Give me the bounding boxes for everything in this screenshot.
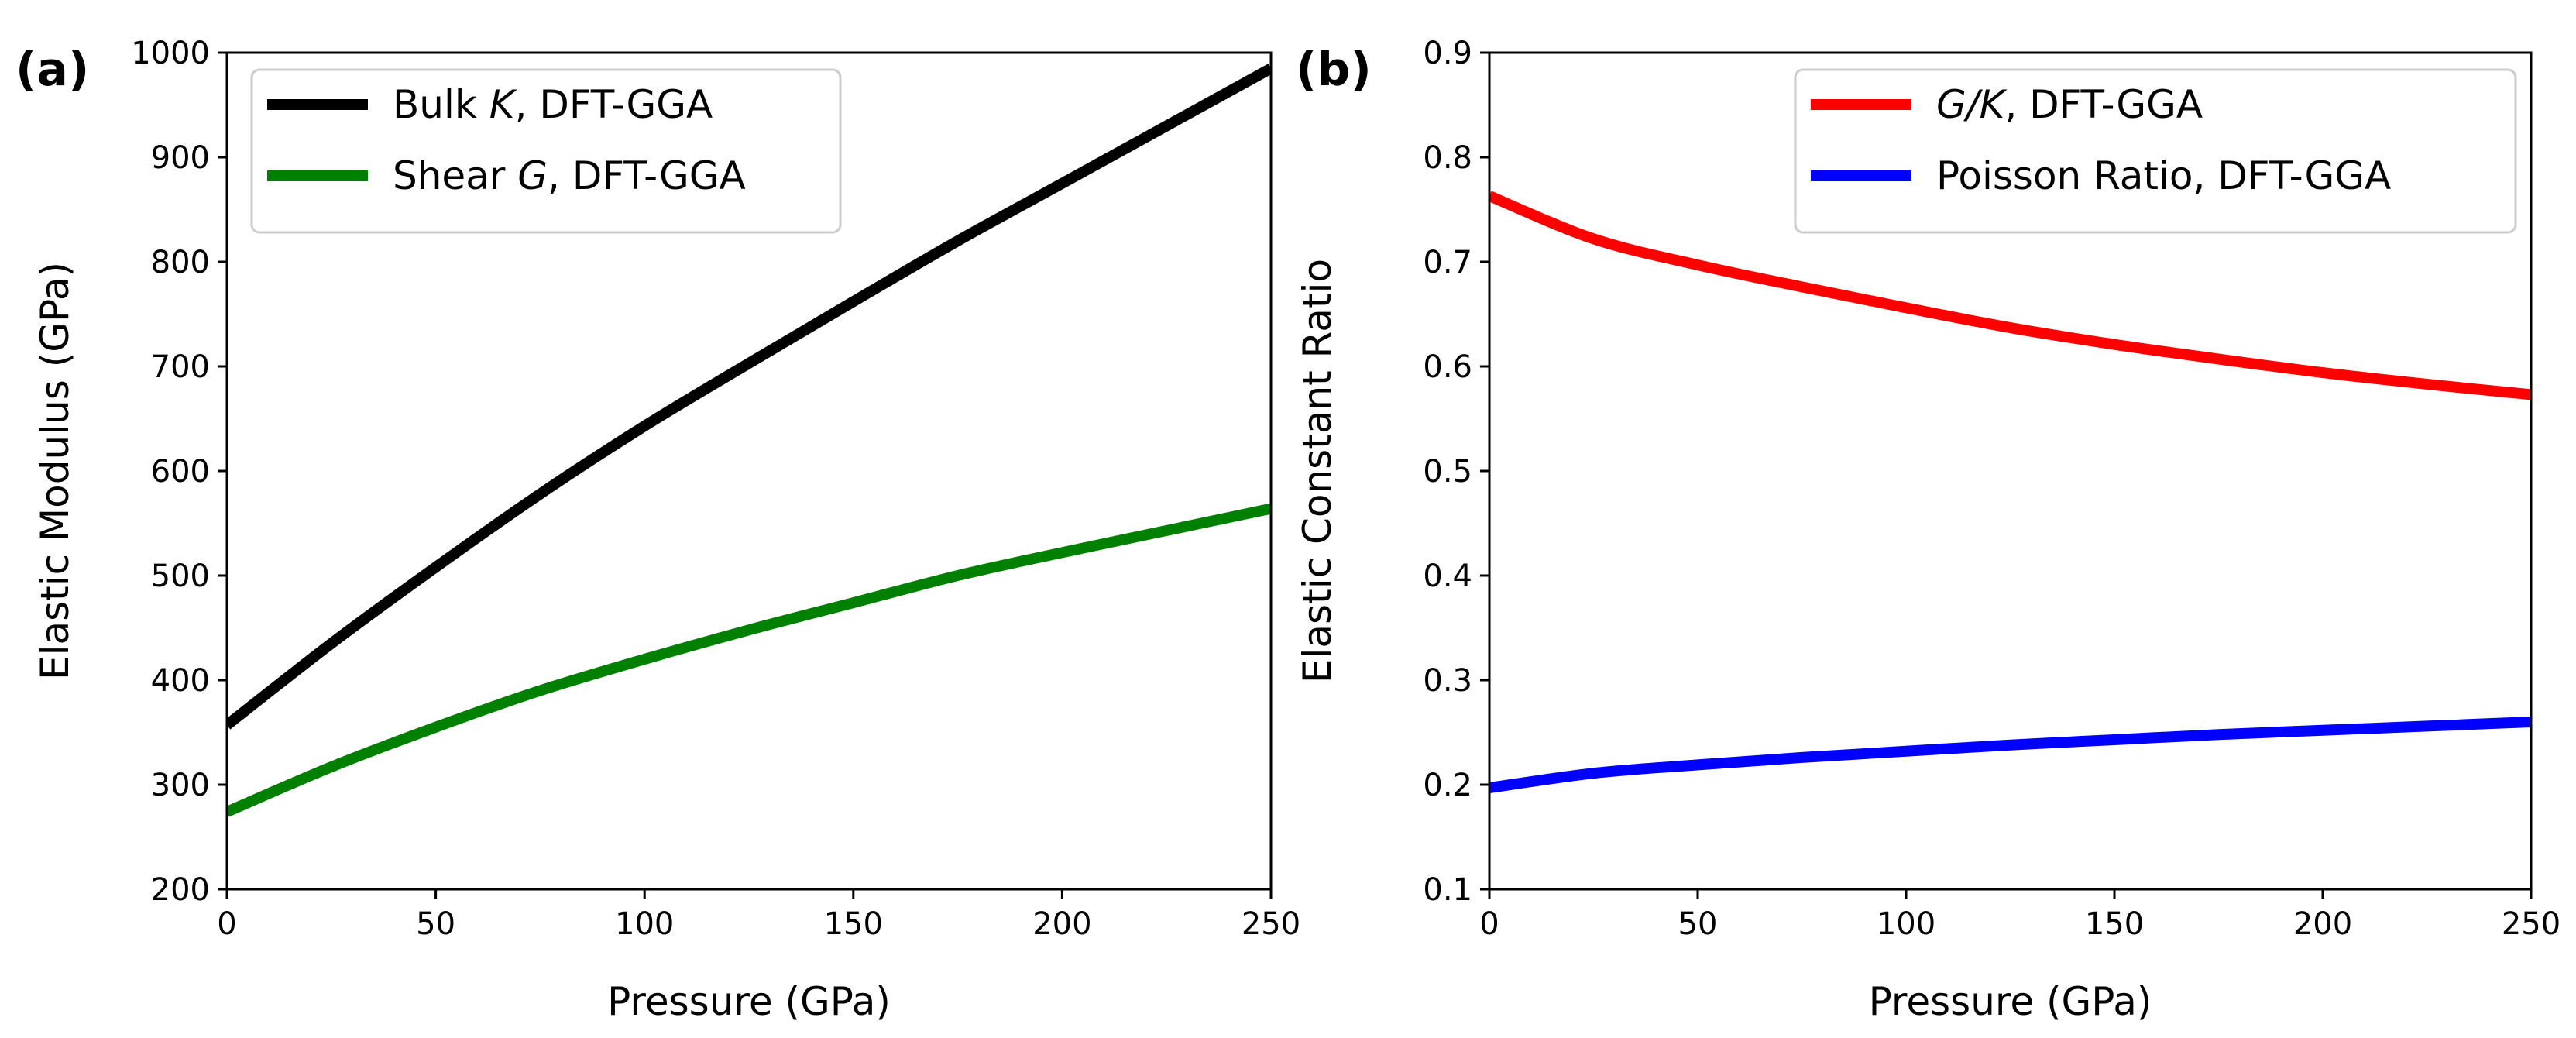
x-tick-label: 150 [824, 906, 883, 942]
legend: G/K, DFT-GGA Poisson Ratio, DFT-GGA [1794, 68, 2517, 234]
legend-entry: G/K, DFT-GGA [1936, 82, 2203, 127]
x-tick-label: 150 [2085, 906, 2144, 942]
y-axis-title: Elastic Constant Ratio [1295, 259, 1340, 683]
y-tick-label: 1000 [131, 36, 210, 71]
y-tick-label: 0.8 [1423, 140, 1472, 176]
y-tick-label: 0.5 [1423, 454, 1472, 490]
y-tick-label: 0.6 [1423, 349, 1472, 385]
x-tick-label: 50 [416, 906, 455, 942]
y-tick-label: 900 [151, 140, 210, 176]
legend-box [1794, 68, 2517, 234]
y-axis-title: Elastic Modulus (GPa) [33, 262, 77, 680]
series-line-1 [227, 503, 1271, 817]
y-tick-label: 800 [151, 245, 210, 280]
plot-frame [1488, 51, 2533, 891]
y-tick-label: 0.2 [1423, 768, 1472, 803]
y-tick-label: 700 [151, 349, 210, 385]
y-tick-label: 0.4 [1423, 559, 1472, 594]
legend-box [250, 68, 842, 234]
x-tick-label: 50 [1678, 906, 1718, 942]
x-axis-title: Pressure (GPa) [607, 979, 891, 1024]
y-tick-label: 500 [151, 559, 210, 594]
x-tick-label: 200 [1032, 906, 1091, 942]
legend: Bulk K, DFT-GGA Shear G, DFT-GGA [250, 68, 842, 234]
y-tick-label: 0.7 [1423, 245, 1472, 280]
plot-frame [225, 51, 1273, 891]
panel-a: (a) 0 50 100 150 200 250 200 300 400 500 600 700 800 9… [15, 36, 1300, 1024]
legend-entry: Shear G, DFT-GGA [393, 153, 746, 198]
y-tick-label: 0.9 [1423, 36, 1472, 71]
x-axis-title: Pressure (GPa) [1869, 979, 2152, 1024]
x-tick-label: 100 [1877, 906, 1935, 942]
y-tick-label: 0.3 [1423, 663, 1472, 699]
y-tick-label: 300 [151, 768, 210, 803]
x-tick-label: 0 [217, 906, 236, 942]
y-tick-label: 400 [151, 663, 210, 699]
series-line-0 [227, 64, 1271, 730]
panel-label: (a) [15, 43, 89, 97]
x-tick-label: 250 [2502, 906, 2561, 942]
legend-entry: Poisson Ratio, DFT-GGA [1936, 153, 2391, 198]
y-tick-label: 200 [151, 872, 210, 908]
series-line-1 [1489, 717, 2531, 793]
legend-entry: Bulk K, DFT-GGA [393, 82, 713, 127]
series-line-0 [1489, 191, 2531, 400]
panel-label: (b) [1296, 43, 1372, 97]
y-tick-label: 600 [151, 454, 210, 490]
x-tick-label: 200 [2293, 906, 2352, 942]
x-tick-label: 100 [615, 906, 674, 942]
y-tick-label: 0.1 [1423, 872, 1472, 908]
x-tick-label: 0 [1479, 906, 1499, 942]
panel-b: (b) 0 50 100 150 200 250 0.1 0.2 0.3 0.4 0.5 0.6 0.7 0… [1295, 36, 2561, 1024]
x-tick-label: 250 [1242, 906, 1300, 942]
